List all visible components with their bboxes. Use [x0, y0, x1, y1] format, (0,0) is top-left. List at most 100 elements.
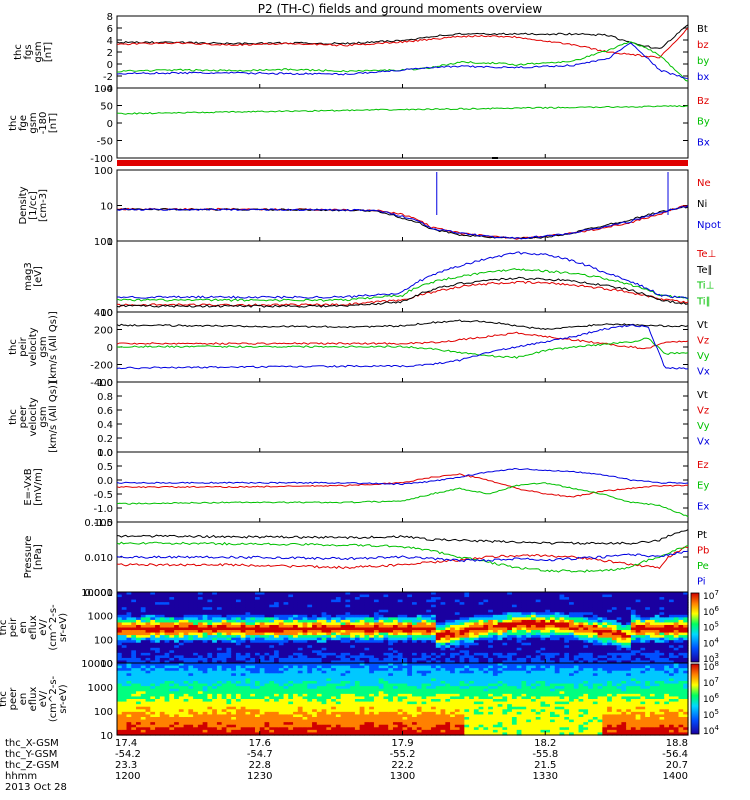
spectrogram-cell [231, 604, 237, 608]
spectrogram-cell [178, 678, 185, 682]
spectrogram-cell [174, 699, 180, 703]
spectrogram-cell [326, 609, 332, 613]
spectrogram-cell [140, 681, 147, 685]
spectrogram-cell [483, 612, 489, 616]
panel-peir-spectrogram: thc peir en eflux eV/(cm^2-s-sr-eV)100001000… [0, 588, 719, 670]
spectrogram-cell [140, 729, 147, 734]
spectrogram-cell [350, 691, 356, 695]
spectrogram-cell [240, 642, 247, 646]
spectrogram-cell [426, 630, 432, 634]
spectrogram-cell [212, 642, 218, 646]
spectrogram-cell [264, 691, 270, 695]
spectrogram-cell [169, 624, 175, 629]
spectrogram-cell [212, 732, 218, 736]
spectrogram-cell [564, 622, 570, 626]
spectrogram-cell [117, 670, 123, 674]
spectrogram-cell [569, 632, 575, 636]
spectrogram-cell [340, 599, 346, 603]
spectrogram-cell [140, 622, 147, 626]
spectrogram-cell [435, 642, 442, 646]
spectrogram-cell [497, 632, 504, 636]
spectrogram-cell [416, 599, 423, 603]
spectrogram-cell [354, 663, 361, 667]
spectrogram-cell [307, 665, 313, 669]
spectrogram-cell [640, 614, 646, 618]
spectrogram-cell [216, 673, 223, 677]
spectrogram-cell [540, 632, 546, 636]
spectrogram-cell [388, 622, 394, 626]
spectrogram-cell [150, 657, 156, 662]
spectrogram-cell [373, 647, 380, 651]
spectrogram-cell [440, 592, 446, 596]
spectrogram-cell [350, 683, 356, 687]
spectrogram-cell [564, 642, 570, 646]
legend-peer-velocity-Vy: Vy [697, 421, 710, 432]
spectrogram-cell [197, 650, 204, 654]
spectrogram-cell [654, 630, 661, 634]
spectrogram-cell [340, 635, 346, 639]
spectrogram-cell [345, 602, 351, 606]
spectrogram-cell [302, 617, 308, 621]
spectrogram-cell [678, 647, 684, 651]
spectrogram-cell [283, 609, 289, 613]
spectrogram-cell [440, 612, 446, 616]
spectrogram-cell [645, 604, 651, 608]
spectrogram-cell [345, 657, 351, 662]
spectrogram-cell [530, 599, 537, 603]
spectrogram-cell [530, 652, 537, 656]
spectrogram-cell [421, 655, 427, 659]
spectrogram-cell [516, 612, 523, 616]
spectrogram-cell [488, 614, 494, 618]
spectrogram-cell [131, 627, 137, 631]
spectrogram-cell [473, 612, 480, 616]
spectrogram-cell [140, 594, 147, 598]
spectrogram-cell [164, 660, 170, 664]
spectrogram-cell [126, 609, 132, 613]
spectrogram-cell [183, 727, 189, 731]
spectrogram-cell [188, 711, 194, 716]
spectrogram-cell [316, 709, 323, 713]
spectrogram-cell [254, 627, 261, 631]
spectrogram-cell [621, 647, 627, 651]
spectrogram-cell [254, 635, 261, 639]
spectrogram-cell [226, 640, 232, 644]
spectrogram-cell [445, 624, 451, 629]
spectrogram-cell [459, 624, 465, 629]
spectrogram-cell [178, 645, 185, 649]
spectrogram-cell [354, 607, 361, 611]
spectrogram-cell [402, 622, 408, 626]
spectrogram-cell [359, 594, 366, 598]
spectrogram-cell [207, 699, 213, 703]
spectrogram-cell [383, 594, 389, 598]
spectrogram-cell [388, 630, 394, 634]
spectrogram-cell [530, 642, 537, 646]
spectrogram-cell [497, 607, 504, 611]
spectrogram-cell [117, 640, 123, 644]
spectrogram-cell [340, 592, 346, 596]
spectrogram-cell [402, 637, 408, 641]
spectrogram-cell [231, 655, 237, 659]
spectrogram-cell [511, 614, 518, 618]
spectrogram-cell [188, 647, 194, 651]
spectrogram-cell [592, 660, 599, 664]
spectrogram-cell [445, 604, 451, 608]
spectrogram-cell [321, 630, 327, 634]
spectrogram-cell [264, 635, 270, 639]
spectrogram-cell [235, 673, 242, 677]
spectrogram-cell [350, 627, 356, 631]
spectrogram-cell [359, 678, 366, 682]
spectrogram-cell [188, 632, 194, 636]
spectrogram-cell [216, 691, 223, 695]
spectrogram-cell [126, 670, 132, 674]
spectrogram-cell [136, 688, 142, 692]
spectrogram-cell [231, 693, 237, 698]
spectrogram-cell [269, 614, 275, 618]
spectrogram-cell [359, 709, 366, 713]
spectrogram-cell [369, 612, 375, 616]
spectrogram-cell [259, 635, 266, 639]
spectrogram-cell [155, 727, 161, 731]
spectrogram-cell [554, 655, 561, 659]
spectrogram-cell [259, 701, 266, 705]
spectrogram-cell [469, 617, 475, 621]
spectrogram-cell [136, 686, 142, 690]
